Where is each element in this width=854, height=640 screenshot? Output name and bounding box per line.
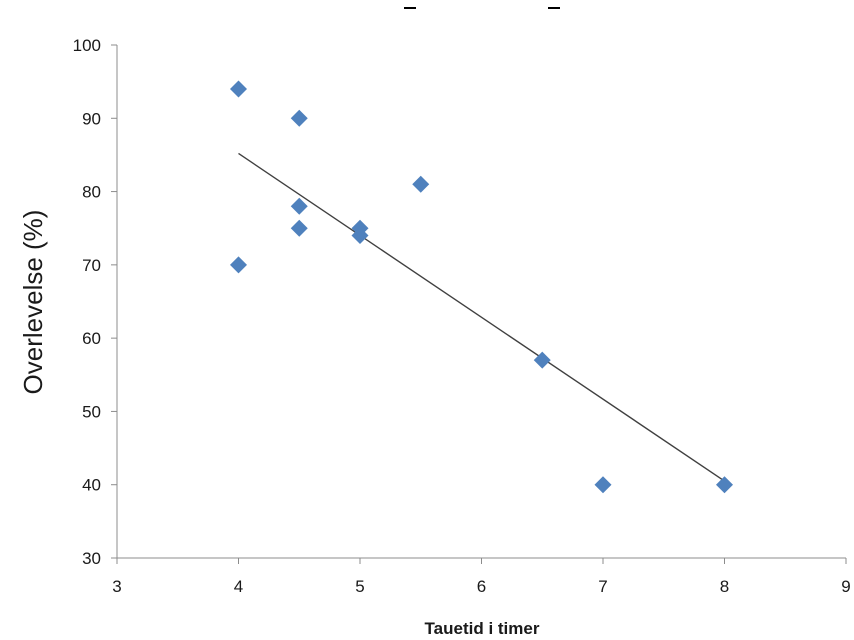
data-point-diamond bbox=[594, 476, 612, 494]
y-axis-title: Overlevelse (%) bbox=[18, 210, 48, 395]
data-point-diamond bbox=[290, 109, 308, 127]
x-tick-label: 6 bbox=[477, 577, 486, 596]
data-point-diamond bbox=[533, 351, 551, 369]
data-point-diamond bbox=[351, 227, 369, 245]
data-point-diamond bbox=[230, 256, 247, 274]
y-tick-label: 80 bbox=[82, 183, 101, 202]
x-axis-title: Tauetid i timer bbox=[425, 619, 540, 638]
y-tick-label: 70 bbox=[82, 256, 101, 275]
data-point-diamond bbox=[290, 197, 308, 215]
y-tick-label: 30 bbox=[82, 549, 101, 568]
x-tick-label: 9 bbox=[841, 577, 850, 596]
x-tick-label: 5 bbox=[355, 577, 364, 596]
trendline bbox=[238, 152, 725, 482]
x-ticks: 3 4 5 6 7 8 9 bbox=[112, 558, 851, 596]
trendline-group bbox=[238, 152, 725, 482]
y-tick-label: 60 bbox=[82, 329, 101, 348]
y-tick-label: 90 bbox=[82, 109, 101, 128]
x-tick-label: 7 bbox=[598, 577, 607, 596]
data-point-diamond bbox=[230, 80, 247, 98]
data-point-diamond bbox=[716, 476, 733, 494]
y-tick-label: 40 bbox=[82, 476, 101, 495]
data-points bbox=[230, 80, 733, 494]
y-tick-label: 100 bbox=[73, 36, 101, 55]
data-point-diamond bbox=[290, 219, 308, 237]
data-point-diamond bbox=[412, 175, 430, 193]
axes bbox=[116, 45, 846, 559]
y-ticks: 30 40 50 60 70 80 90 100 bbox=[73, 36, 117, 568]
x-tick-label: 4 bbox=[234, 577, 243, 596]
y-tick-label: 50 bbox=[82, 402, 101, 421]
x-tick-label: 3 bbox=[112, 577, 121, 596]
x-tick-label: 8 bbox=[720, 577, 729, 596]
